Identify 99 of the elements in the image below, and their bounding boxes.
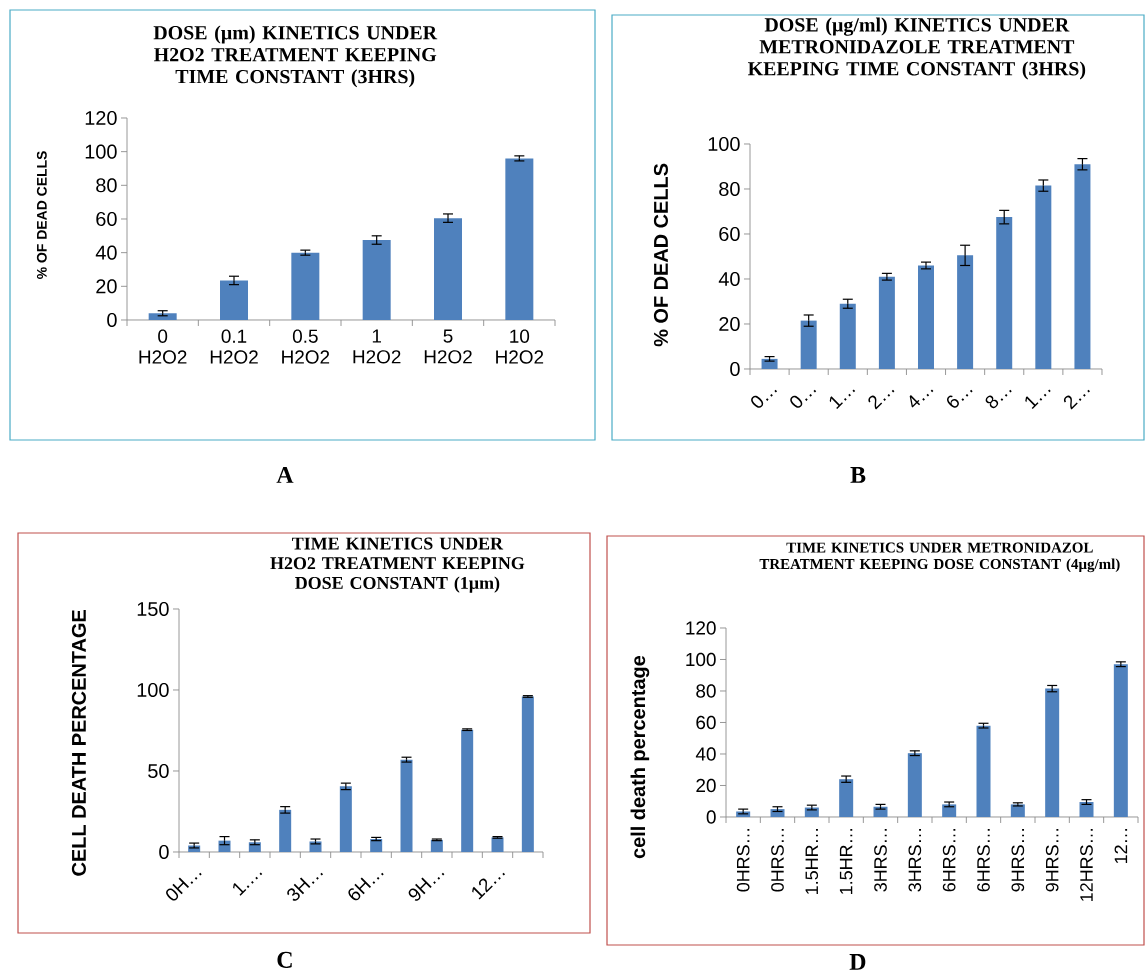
bar — [839, 779, 854, 817]
bar — [339, 786, 352, 852]
text: D — [849, 954, 866, 970]
y-axis-title: cell death percentage — [630, 655, 650, 859]
x-tick-label: 0HRS… — [771, 828, 784, 892]
y-tick-label: 120 — [686, 621, 716, 635]
x-tick-label: 2… — [868, 389, 895, 410]
y-tick-label: 20 — [96, 279, 117, 294]
x-tick-label: 0H… — [166, 872, 202, 901]
bar — [279, 809, 292, 852]
x-tick-label: 9HRS… — [1011, 828, 1025, 892]
y-axis-title: CELL DEATH PERCENTAGE — [71, 610, 86, 876]
x-tick-label: 1… — [1025, 389, 1051, 409]
x-tick-label: 0… — [790, 389, 817, 408]
bar — [878, 276, 895, 369]
x-tick-label: 1 H2O2 — [353, 329, 401, 364]
x-tick-label: 12… — [1114, 828, 1128, 864]
text: B — [850, 467, 866, 483]
x-tick-label: 12… — [472, 872, 506, 900]
bar — [1045, 688, 1060, 817]
y-tick-label: 150 — [137, 601, 169, 617]
text: C — [277, 951, 292, 968]
x-tick-label: 6HRS… — [942, 828, 956, 892]
bar — [521, 696, 534, 852]
y-tick-label: 60 — [719, 226, 740, 242]
bar — [291, 252, 320, 320]
bar — [996, 217, 1013, 369]
bar — [505, 158, 534, 320]
y-tick-label: 0 — [107, 312, 117, 328]
y-tick-label: 100 — [137, 682, 169, 698]
bar — [461, 729, 474, 852]
y-axis-title: % OF DEAD CELLS — [36, 151, 47, 279]
x-tick-label: 3HRS… — [874, 828, 887, 892]
bar — [907, 753, 922, 817]
x-tick-label: 10 H2O2 — [496, 329, 544, 364]
bar — [1079, 802, 1094, 817]
bar — [491, 837, 504, 852]
x-tick-label: 0HRS… — [736, 828, 750, 892]
y-tick-label: 40 — [718, 271, 740, 287]
bar — [1035, 185, 1052, 369]
y-tick-label: 80 — [719, 181, 740, 197]
x-tick-label: 0.1 H2O2 — [210, 329, 258, 364]
y-tick-label: 100 — [686, 652, 716, 667]
bar — [220, 280, 249, 320]
bar — [434, 218, 463, 320]
x-tick-label: 1.5HR… — [805, 828, 819, 894]
bar — [976, 725, 991, 817]
y-tick-label: 80 — [96, 178, 117, 193]
x-tick-label: 1.… — [233, 872, 263, 896]
chart-title: TIME KINETICS UNDER METRONIDAZOL TREATMENT KEEPING DOSE CONSTANT (4µg/ml) — [759, 542, 1120, 573]
chart-title: DOSE (µg/ml) KINETICS UNDER METRONIDAZOLE TREATMENT KEEPING TIME CONSTANT (3HRS) — [747, 17, 1086, 80]
bar — [839, 303, 856, 369]
bar — [800, 320, 817, 369]
x-tick-label: 0 H2O2 — [139, 329, 187, 364]
y-tick-label: 100 — [85, 144, 117, 159]
y-tick-label: 0 — [159, 844, 169, 860]
y-tick-label: 100 — [708, 136, 740, 152]
y-tick-label: 80 — [696, 684, 716, 698]
bar — [430, 839, 443, 852]
x-tick-label: 12HRS… — [1080, 828, 1093, 901]
bar — [957, 255, 974, 369]
x-tick-label: 6… — [947, 389, 973, 408]
x-tick-label: 3HRS… — [908, 828, 922, 892]
y-axis-title: % OF DEAD CELLS — [653, 163, 668, 347]
bar — [370, 839, 383, 852]
y-tick-label: 60 — [696, 715, 716, 730]
y-tick-label: 60 — [96, 211, 117, 227]
x-tick-label: 6H… — [348, 872, 384, 901]
x-tick-label: 6HRS… — [977, 828, 990, 892]
y-tick-label: 20 — [719, 316, 740, 332]
bar — [362, 240, 391, 320]
x-tick-label: 2… — [1063, 389, 1090, 410]
x-tick-label: 0.5 H2O2 — [282, 329, 330, 364]
y-tick-label: 40 — [695, 747, 716, 761]
x-tick-label: 9HRS… — [1045, 828, 1059, 892]
y-tick-label: 0 — [706, 810, 716, 824]
text: A — [276, 467, 294, 483]
y-tick-label: 40 — [95, 245, 117, 260]
chart-title: DOSE (µm) KINETICS UNDER H2O2 TREATMENT KEEPING TIME CONSTANT (3HRS) — [153, 25, 438, 88]
bar — [218, 840, 231, 852]
bar — [1113, 664, 1128, 817]
x-tick-label: 3H… — [287, 872, 324, 901]
x-tick-label: 5 H2O2 — [424, 329, 472, 364]
chart-title: TIME KINETICS UNDER H2O2 TREATMENT KEEPING DOSE CONSTANT (1µm) — [270, 537, 525, 593]
x-tick-label: 1… — [829, 389, 856, 409]
y-tick-label: 120 — [85, 110, 117, 126]
y-tick-label: 20 — [696, 778, 716, 793]
y-tick-label: 0 — [730, 361, 740, 377]
x-tick-label: 4… — [909, 389, 934, 408]
x-tick-label: 0… — [751, 389, 778, 408]
bar — [400, 759, 413, 852]
bar — [1074, 164, 1091, 369]
x-tick-label: 9H… — [408, 872, 445, 901]
x-tick-label: 1.5HR… — [839, 828, 853, 894]
bar — [918, 265, 934, 369]
x-tick-label: 8… — [985, 389, 1012, 409]
y-tick-label: 50 — [148, 763, 169, 779]
bar — [942, 804, 957, 817]
bar — [148, 313, 177, 320]
